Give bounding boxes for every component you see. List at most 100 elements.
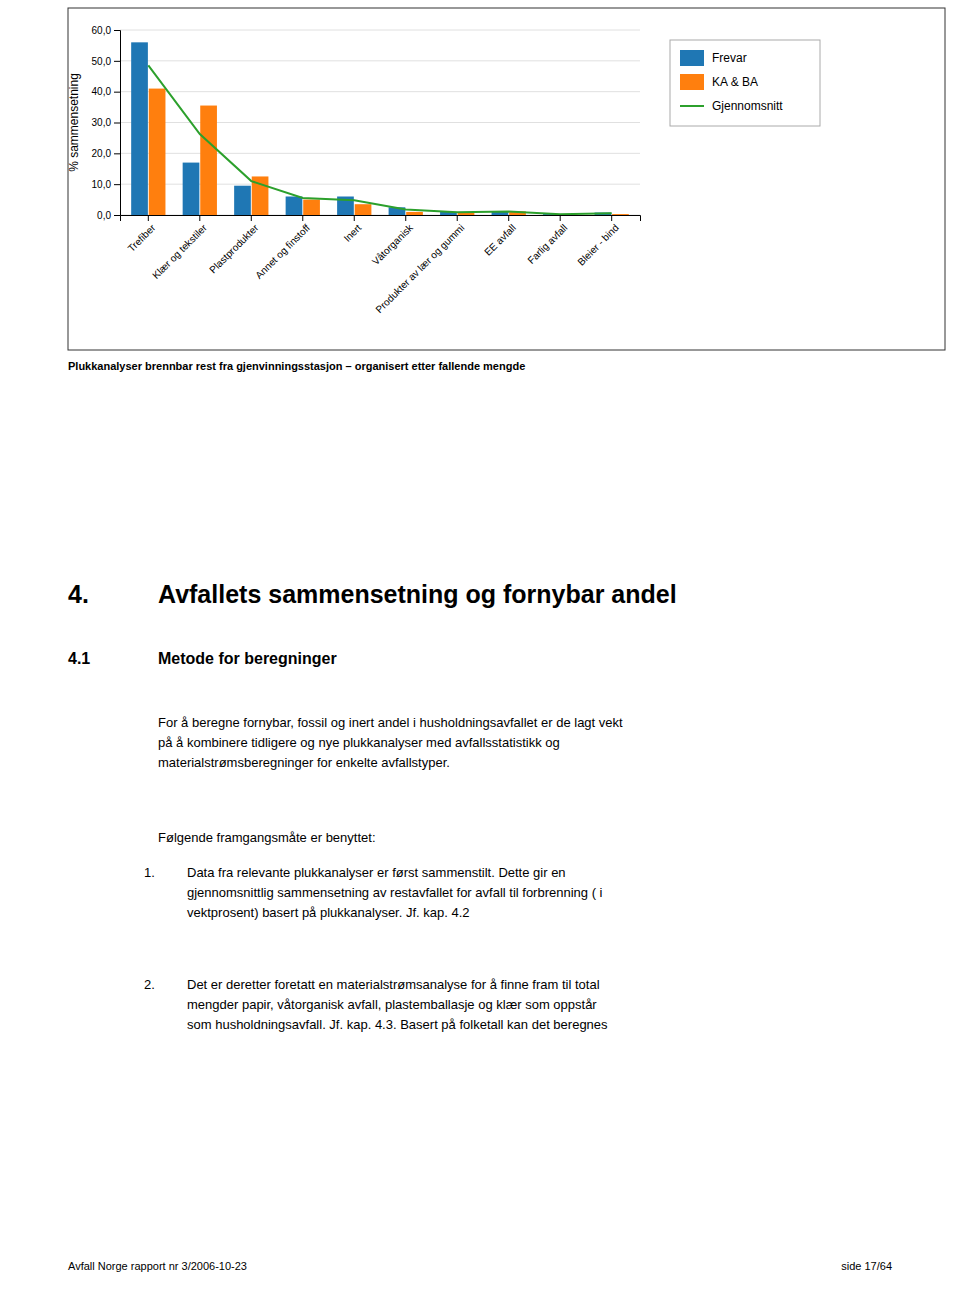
x-tick-label: Farlig avfall <box>525 222 569 266</box>
body-text: For å beregne fornybar, fossil og inert … <box>158 715 623 770</box>
y-tick-label: 50,0 <box>92 56 112 67</box>
y-tick: 20,0 <box>92 148 120 159</box>
subsection-number: 4.1 <box>68 650 90 667</box>
grid <box>120 30 640 215</box>
bar <box>183 163 200 215</box>
list-number: 1. <box>144 865 155 880</box>
page: 0,0 10,0 20,0 30,0 40,0 50,0 60,0 TrefiberKlær … <box>0 0 960 1310</box>
chart-border <box>68 8 945 350</box>
x-tick-mark <box>405 215 406 221</box>
x-tick-mark <box>354 215 355 221</box>
list-item: Det er deretter foretatt en materialstrø… <box>187 977 608 1032</box>
bar <box>149 89 166 215</box>
legend: Frevar KA & BA Gjennomsnitt <box>670 40 820 126</box>
y-axis: 0,0 10,0 20,0 30,0 40,0 50,0 60,0 <box>92 25 121 221</box>
x-tick-mark <box>508 215 509 221</box>
x-tick: Våtorganisk <box>370 215 416 267</box>
bar-series <box>149 89 629 215</box>
y-tick: 30,0 <box>92 117 120 128</box>
y-tick: 40,0 <box>92 86 120 97</box>
y-tick: 50,0 <box>92 56 120 67</box>
y-tick: 10,0 <box>92 179 120 190</box>
x-tick-label: Inert <box>342 222 364 244</box>
x-tick: Klær og tekstiler <box>150 215 209 281</box>
bar-series <box>131 42 611 215</box>
bar <box>406 212 423 215</box>
average-line <box>148 65 611 214</box>
list-item: Data fra relevante plukkanalyser er førs… <box>187 865 603 920</box>
x-tick-label: Plastprodukter <box>207 222 261 276</box>
x-tick: Plastprodukter <box>207 215 261 275</box>
y-tick-mark <box>114 184 120 185</box>
x-tick-label: Trefiber <box>126 222 158 254</box>
x-tick: EE avfall <box>482 215 518 258</box>
legend-frame <box>670 40 820 126</box>
x-tick-label: Annet og finstoff <box>253 222 312 281</box>
y-tick-label: 40,0 <box>92 86 112 97</box>
section-title: Avfallets sammensetning og fornybar ande… <box>158 580 677 608</box>
x-tick-mark <box>457 215 458 221</box>
y-tick-label: 30,0 <box>92 117 112 128</box>
y-tick-mark <box>114 61 120 62</box>
bar <box>286 197 303 216</box>
footer-left: Avfall Norge rapport nr 3/2006-10-23 <box>68 1260 247 1272</box>
y-tick-label: 10,0 <box>92 179 112 190</box>
grid-line <box>120 91 640 92</box>
y-axis-line <box>114 31 121 216</box>
legend-swatch <box>680 105 704 107</box>
subsection-title: Metode for beregninger <box>158 650 337 667</box>
legend-label: Frevar <box>712 51 747 65</box>
y-tick-label: 0,0 <box>97 210 111 221</box>
x-tick-mark <box>148 215 149 221</box>
grid-line <box>120 60 640 61</box>
x-axis: TrefiberKlær og tekstilerPlastprodukterA… <box>121 215 641 315</box>
x-tick-mark <box>302 215 303 221</box>
y-tick-mark <box>114 30 120 31</box>
x-tick-label: Våtorganisk <box>370 221 416 267</box>
bar <box>355 204 372 215</box>
legend-label: Gjennomsnitt <box>712 99 783 113</box>
grid-line <box>120 153 640 154</box>
grid-line <box>120 122 640 123</box>
bar <box>612 214 629 215</box>
x-tick: Bleier - bind <box>575 215 621 268</box>
caption: Plukkanalyser brennbar rest fra gjenvinn… <box>68 360 525 372</box>
bar <box>303 200 320 215</box>
legend-item: KA & BA <box>680 74 758 90</box>
y-tick-mark <box>114 92 120 93</box>
y-tick: 60,0 <box>92 25 120 36</box>
y-tick-label: 20,0 <box>92 148 112 159</box>
x-tick: Farlig avfall <box>525 215 569 266</box>
x-tick-label: Klær og tekstiler <box>150 222 209 281</box>
y-axis-title: % sammensetning <box>67 73 81 172</box>
x-tick-label: EE avfall <box>482 222 518 258</box>
list-number: 2. <box>144 977 155 992</box>
x-tick: Inert <box>342 215 364 244</box>
x-tick-mark <box>560 215 561 221</box>
x-axis-line <box>121 216 641 222</box>
legend-swatch <box>680 50 704 66</box>
bar <box>200 106 217 215</box>
body-text: Følgende framgangsmåte er benyttet: <box>158 830 376 845</box>
bar <box>234 186 251 215</box>
section-number: 4. <box>68 580 89 608</box>
footer-right: side 17/64 <box>841 1260 892 1272</box>
x-tick: Produkter av lær og gummi <box>373 215 466 315</box>
grid-line <box>120 30 640 31</box>
y-tick-mark <box>114 153 120 154</box>
x-tick-label: Produkter av lær og gummi <box>373 222 466 315</box>
y-tick-mark <box>114 215 120 216</box>
legend-item: Frevar <box>680 50 747 66</box>
x-tick: Trefiber <box>126 215 158 254</box>
x-tick-label: Bleier - bind <box>575 222 621 268</box>
x-tick-mark <box>611 215 612 221</box>
plot-area <box>131 42 629 215</box>
x-tick-mark <box>251 215 252 221</box>
x-tick-mark <box>199 215 200 221</box>
y-tick-mark <box>114 123 120 124</box>
y-tick: 0,0 <box>97 210 120 221</box>
legend-label: KA & BA <box>712 75 758 89</box>
x-tick: Annet og finstoff <box>253 215 312 281</box>
legend-item: Gjennomsnitt <box>680 99 783 113</box>
y-tick-label: 60,0 <box>92 25 112 36</box>
